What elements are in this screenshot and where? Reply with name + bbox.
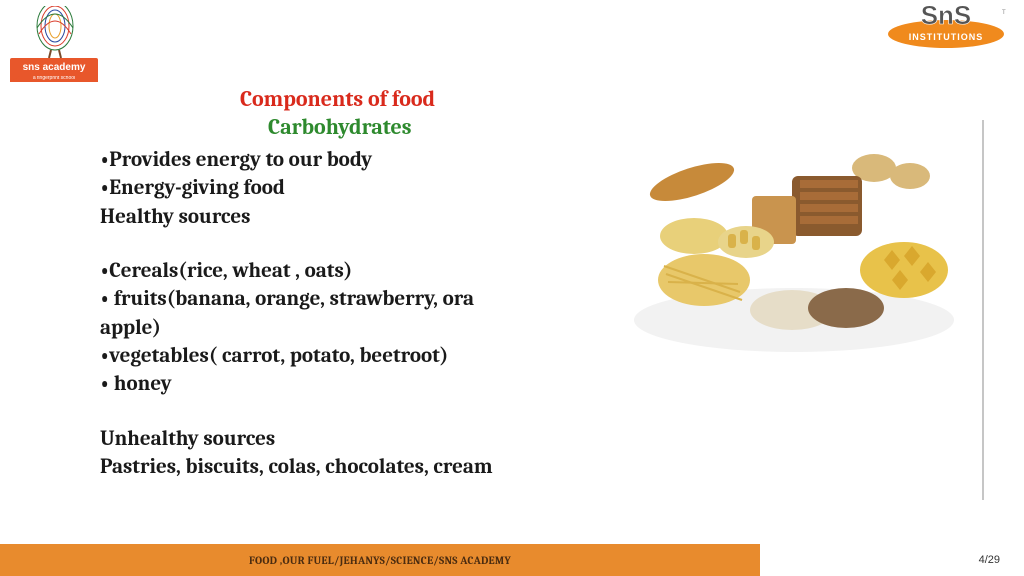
footer-text: FOOD ,OUR FUEL/JEHANYS/SCIENCE/SNS ACADE… xyxy=(249,554,511,567)
academy-badge-sub: a fingerprint school xyxy=(10,75,98,82)
fingerprint-icon xyxy=(31,6,79,60)
logo-sns-academy: sns academy a fingerprint school xyxy=(10,6,100,82)
slide-title: Components of food xyxy=(100,86,860,112)
academy-badge-text: sns academy xyxy=(23,62,86,73)
footer-bar: FOOD ,OUR FUEL/JEHANYS/SCIENCE/SNS ACADE… xyxy=(0,544,760,576)
title-text: Components of food xyxy=(240,86,435,112)
blank-line xyxy=(100,399,860,425)
slide-subtitle: Carbohydrates xyxy=(100,114,860,140)
page-number: 4/29 xyxy=(979,554,1000,566)
vertical-rule xyxy=(982,120,984,500)
svg-text:INSTITUTIONS: INSTITUTIONS xyxy=(909,32,984,42)
svg-text:TM: TM xyxy=(1002,10,1006,16)
carbohydrate-foods-image xyxy=(624,140,964,360)
subtitle-text: Carbohydrates xyxy=(268,114,412,140)
svg-text:SnS: SnS xyxy=(921,6,972,30)
slide: sns academy a fingerprint school SnS INS… xyxy=(0,0,1024,576)
logo-sns-institutions: SnS INSTITUTIONS TM xyxy=(886,6,1006,60)
academy-badge: sns academy xyxy=(10,58,98,76)
body-line: • honey xyxy=(100,370,860,398)
body-line: Unhealthy sources xyxy=(100,425,860,453)
body-line: Pastries, biscuits, colas, chocolates, c… xyxy=(100,453,860,481)
